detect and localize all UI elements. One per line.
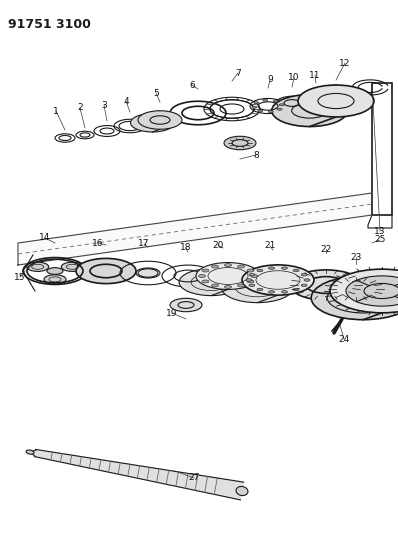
Ellipse shape bbox=[298, 85, 374, 117]
Ellipse shape bbox=[269, 267, 275, 269]
Text: 10: 10 bbox=[288, 74, 300, 83]
Ellipse shape bbox=[272, 95, 348, 126]
Ellipse shape bbox=[76, 259, 136, 284]
Ellipse shape bbox=[242, 265, 314, 295]
Ellipse shape bbox=[26, 450, 34, 454]
Ellipse shape bbox=[224, 264, 232, 266]
Ellipse shape bbox=[263, 99, 268, 101]
Text: 4: 4 bbox=[123, 96, 129, 106]
Polygon shape bbox=[34, 449, 244, 500]
Ellipse shape bbox=[236, 487, 248, 496]
Ellipse shape bbox=[247, 269, 254, 272]
Ellipse shape bbox=[281, 267, 287, 269]
Ellipse shape bbox=[196, 263, 260, 289]
Ellipse shape bbox=[293, 269, 299, 272]
Ellipse shape bbox=[268, 111, 273, 113]
Text: 14: 14 bbox=[39, 233, 51, 243]
Ellipse shape bbox=[301, 284, 307, 287]
Ellipse shape bbox=[281, 290, 287, 293]
Ellipse shape bbox=[254, 102, 259, 104]
Text: 17: 17 bbox=[138, 239, 150, 248]
Ellipse shape bbox=[238, 284, 244, 287]
Text: 19: 19 bbox=[166, 309, 178, 318]
Text: 25: 25 bbox=[374, 236, 386, 245]
Ellipse shape bbox=[211, 265, 219, 268]
Ellipse shape bbox=[247, 280, 254, 283]
Ellipse shape bbox=[346, 276, 398, 306]
Ellipse shape bbox=[61, 262, 83, 271]
Ellipse shape bbox=[224, 286, 232, 288]
Ellipse shape bbox=[138, 111, 182, 129]
Text: 23: 23 bbox=[350, 253, 362, 262]
Ellipse shape bbox=[224, 136, 256, 150]
Ellipse shape bbox=[246, 279, 252, 281]
Ellipse shape bbox=[221, 272, 293, 303]
Text: 6: 6 bbox=[189, 80, 195, 90]
Ellipse shape bbox=[199, 274, 205, 278]
Ellipse shape bbox=[211, 284, 219, 287]
Text: 8: 8 bbox=[253, 150, 259, 159]
Ellipse shape bbox=[250, 274, 258, 278]
Ellipse shape bbox=[257, 269, 263, 272]
Text: 22: 22 bbox=[320, 245, 332, 254]
Ellipse shape bbox=[179, 269, 243, 296]
Ellipse shape bbox=[249, 284, 255, 287]
Ellipse shape bbox=[131, 114, 174, 132]
Text: 91751 3100: 91751 3100 bbox=[8, 18, 91, 31]
Ellipse shape bbox=[47, 268, 63, 274]
Text: 9: 9 bbox=[267, 76, 273, 85]
Ellipse shape bbox=[330, 269, 398, 313]
Ellipse shape bbox=[273, 100, 278, 102]
Text: 27: 27 bbox=[188, 473, 200, 482]
Text: 5: 5 bbox=[153, 88, 159, 98]
Text: 12: 12 bbox=[339, 59, 351, 68]
Text: 15: 15 bbox=[14, 272, 26, 281]
Ellipse shape bbox=[44, 275, 66, 284]
Ellipse shape bbox=[202, 280, 209, 283]
Text: 24: 24 bbox=[338, 335, 349, 343]
Ellipse shape bbox=[258, 110, 263, 112]
Ellipse shape bbox=[293, 288, 299, 291]
Text: 1: 1 bbox=[53, 107, 59, 116]
Ellipse shape bbox=[202, 269, 209, 272]
Text: 20: 20 bbox=[212, 240, 224, 249]
Ellipse shape bbox=[304, 279, 310, 281]
Ellipse shape bbox=[249, 273, 255, 276]
Text: 13: 13 bbox=[374, 227, 386, 236]
Ellipse shape bbox=[138, 269, 158, 277]
Ellipse shape bbox=[238, 265, 244, 268]
Ellipse shape bbox=[269, 290, 275, 293]
Ellipse shape bbox=[257, 288, 263, 291]
Text: 16: 16 bbox=[92, 238, 104, 247]
Ellipse shape bbox=[301, 273, 307, 276]
Polygon shape bbox=[18, 193, 372, 265]
Ellipse shape bbox=[311, 276, 398, 320]
Ellipse shape bbox=[27, 262, 49, 271]
Text: 7: 7 bbox=[235, 69, 241, 77]
Text: 2: 2 bbox=[77, 103, 83, 112]
Ellipse shape bbox=[277, 108, 282, 110]
Text: 3: 3 bbox=[101, 101, 107, 109]
Ellipse shape bbox=[170, 298, 202, 312]
Ellipse shape bbox=[279, 104, 284, 106]
Text: 21: 21 bbox=[264, 241, 276, 251]
Text: 11: 11 bbox=[309, 70, 321, 79]
Text: 18: 18 bbox=[180, 244, 192, 253]
Ellipse shape bbox=[252, 106, 257, 108]
Ellipse shape bbox=[290, 270, 362, 300]
